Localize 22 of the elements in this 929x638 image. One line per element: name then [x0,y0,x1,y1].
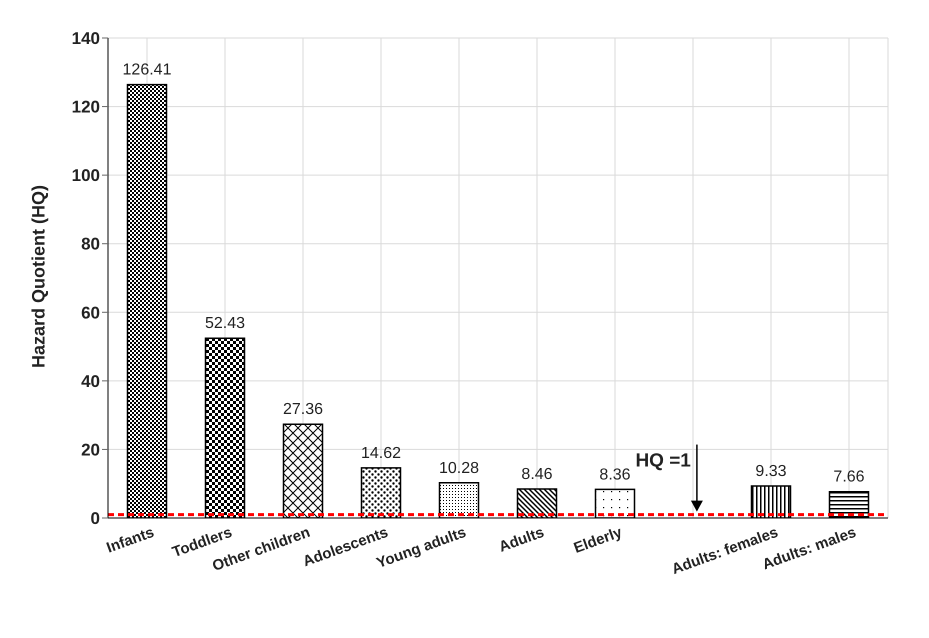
data-label: 126.41 [122,62,172,79]
data-label: 7.66 [833,468,865,486]
y-tick-label: 40 [81,372,100,391]
data-label: 14.62 [360,444,402,462]
y-tick-label: 20 [81,440,100,460]
y-tick-label: 120 [72,98,100,117]
data-label: 52.43 [204,315,246,332]
x-tick-label: Adults [496,524,546,556]
data-label: 10.28 [438,460,480,477]
data-label: 27.36 [282,401,324,418]
ref-line-label: HQ =1 [635,450,692,472]
y-tick-label: 100 [72,166,100,186]
y-tick-label: 80 [81,234,100,254]
y-axis-title: Hazard Quotient (HQ) [28,184,48,368]
y-tick-label: 140 [72,29,100,48]
x-tick-label: Elderly [572,524,625,557]
y-tick-label: 60 [81,303,100,322]
data-label: 9.33 [755,463,787,480]
data-label: 8.36 [599,466,631,484]
y-tick-label: 0 [90,509,100,528]
x-tick-label: Infants [104,524,156,557]
data-label: 8.46 [521,466,553,483]
